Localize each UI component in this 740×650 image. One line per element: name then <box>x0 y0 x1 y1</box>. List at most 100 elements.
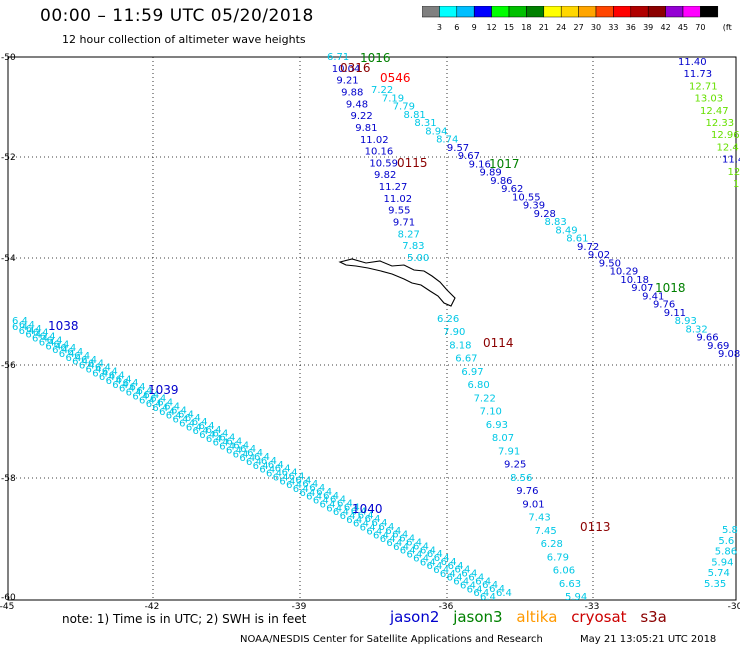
swh-value: 6.4 <box>447 573 463 584</box>
swh-value: 6.4 <box>378 522 394 533</box>
swh-value: 6.28 <box>541 539 563 550</box>
swh-value: 9.22 <box>351 111 373 122</box>
swh-value: 6.4 <box>171 405 187 416</box>
swh-value: 6.4 <box>373 530 389 541</box>
swh-value: 6.4 <box>326 503 342 514</box>
swh-value: 6.4 <box>433 565 449 576</box>
swh-value: 13 <box>733 179 740 190</box>
swh-value: 6.4 <box>380 534 396 545</box>
swh-value: 6.4 <box>206 434 222 445</box>
swh-value: 6.4 <box>461 569 477 580</box>
swh-value: 9.86 <box>490 176 512 187</box>
swh-value: 6.63 <box>559 579 581 590</box>
lat-tick-label: -50 <box>1 53 16 63</box>
swh-value: 6.4 <box>25 330 41 341</box>
swh-value: 6.4 <box>286 480 302 491</box>
swh-value: 7.83 <box>402 241 424 252</box>
swh-value: 7.45 <box>535 526 557 537</box>
swh-value: 6.97 <box>461 367 483 378</box>
swh-value: 9.55 <box>388 206 410 217</box>
swh-value: 6.4 <box>353 519 369 530</box>
swh-value: 6.4 <box>440 569 456 580</box>
swh-value: 6.4 <box>179 418 195 429</box>
colorbar-label: 39 <box>643 23 653 32</box>
swh-value: 6.4 <box>309 483 325 494</box>
swh-value: 12.4 <box>717 142 739 153</box>
swh-value: 6.4 <box>132 391 148 402</box>
swh-value: 6.4 <box>406 550 422 561</box>
swh-value: 6.4 <box>489 584 505 595</box>
legend-cryosat: cryosat <box>571 608 627 626</box>
swh-value: 8.32 <box>685 324 707 335</box>
swh-value: 6.4 <box>226 445 242 456</box>
pass-time-label: 1017 <box>489 157 520 171</box>
swh-value: 6.4 <box>316 487 332 498</box>
swh-value: 12.96 <box>711 130 740 141</box>
pass-time-label: 0114 <box>483 336 514 350</box>
swh-value: 6.4 <box>157 398 173 409</box>
island-outline <box>338 258 456 307</box>
swh-value: 8.49 <box>555 225 577 236</box>
swh-value: 6.4 <box>67 347 83 358</box>
swh-value: 6.4 <box>420 557 436 568</box>
swh-value: 9.62 <box>501 184 523 195</box>
lon-tick-label: -42 <box>145 602 160 610</box>
swh-value: 6.4 <box>186 422 202 433</box>
swh-value: 9.67 <box>458 151 480 162</box>
lat-tick-label: -56 <box>1 361 16 371</box>
swh-value: 13.03 <box>695 94 724 105</box>
swh-value: 6.4 <box>136 386 152 397</box>
swh-value: 6.80 <box>467 380 489 391</box>
swh-value: 6.4 <box>233 440 249 451</box>
pass-time-label: 1039 <box>148 383 179 397</box>
timestamp-text: May 21 13:05:21 UTC 2018 <box>580 634 717 645</box>
swh-value: 6.4 <box>268 460 284 471</box>
swh-value: 6.4 <box>279 476 295 487</box>
swh-value: 6.4 <box>468 572 484 583</box>
swh-value: 8.27 <box>398 229 420 240</box>
pass-time-label: 1018 <box>655 281 686 295</box>
swh-value: 6.4 <box>146 399 162 410</box>
swh-value: 6.4 <box>427 561 443 572</box>
colorbar-label: 18 <box>521 23 531 32</box>
lon-tick-label: -45 <box>0 602 14 610</box>
swh-value: 6.4 <box>219 433 235 444</box>
swh-value: 6.4 <box>330 495 346 506</box>
swh-value: 5.35 <box>704 579 726 590</box>
swh-value: 9.11 <box>664 308 686 319</box>
swh-value: 10.04 <box>332 64 361 75</box>
colorbar-label: 9 <box>472 23 477 32</box>
pass-time-label: 1038 <box>48 319 79 333</box>
legend-jason2: jason2 <box>390 608 440 626</box>
swh-value: 6.4 <box>392 530 408 541</box>
swh-value: 10.55 <box>512 192 541 203</box>
swh-value: 6.4 <box>453 577 469 588</box>
swh-value: 8.18 <box>449 340 471 351</box>
colorbar-label: 15 <box>504 23 514 32</box>
swh-value: 6.4 <box>413 553 429 564</box>
colorbar-label: 3 <box>437 23 442 32</box>
swh-value: 9.25 <box>504 460 526 471</box>
swh-value: 6.4 <box>434 553 450 564</box>
swh-value: 6.4 <box>467 584 483 595</box>
swh-value: 6.4 <box>32 334 48 345</box>
swh-value: 6.4 <box>116 374 132 385</box>
swh-value: 6.26 <box>437 314 459 325</box>
swh-value: 6.4 <box>143 390 159 401</box>
swh-value: 6.4 <box>219 442 235 453</box>
colorbar-label: 45 <box>678 23 688 32</box>
colorbar-label: 70 <box>695 23 705 32</box>
lon-tick-label: -36 <box>439 602 454 610</box>
swh-value: 6.4 <box>448 561 464 572</box>
swh-value: 6.67 <box>455 354 477 365</box>
swh-value: 6.4 <box>65 353 81 364</box>
swh-value: 6.4 <box>406 537 422 548</box>
swh-value: 6.4 <box>351 506 367 517</box>
swh-value: 6.4 <box>482 580 498 591</box>
legend-jason3: jason3 <box>453 608 503 626</box>
swh-value: 11.27 <box>379 182 408 193</box>
swh-value: 6.4 <box>266 469 282 480</box>
swh-value: 6.4 <box>240 444 256 455</box>
pass-time-label: 1016 <box>360 51 391 65</box>
swh-value: 11.02 <box>360 135 389 146</box>
